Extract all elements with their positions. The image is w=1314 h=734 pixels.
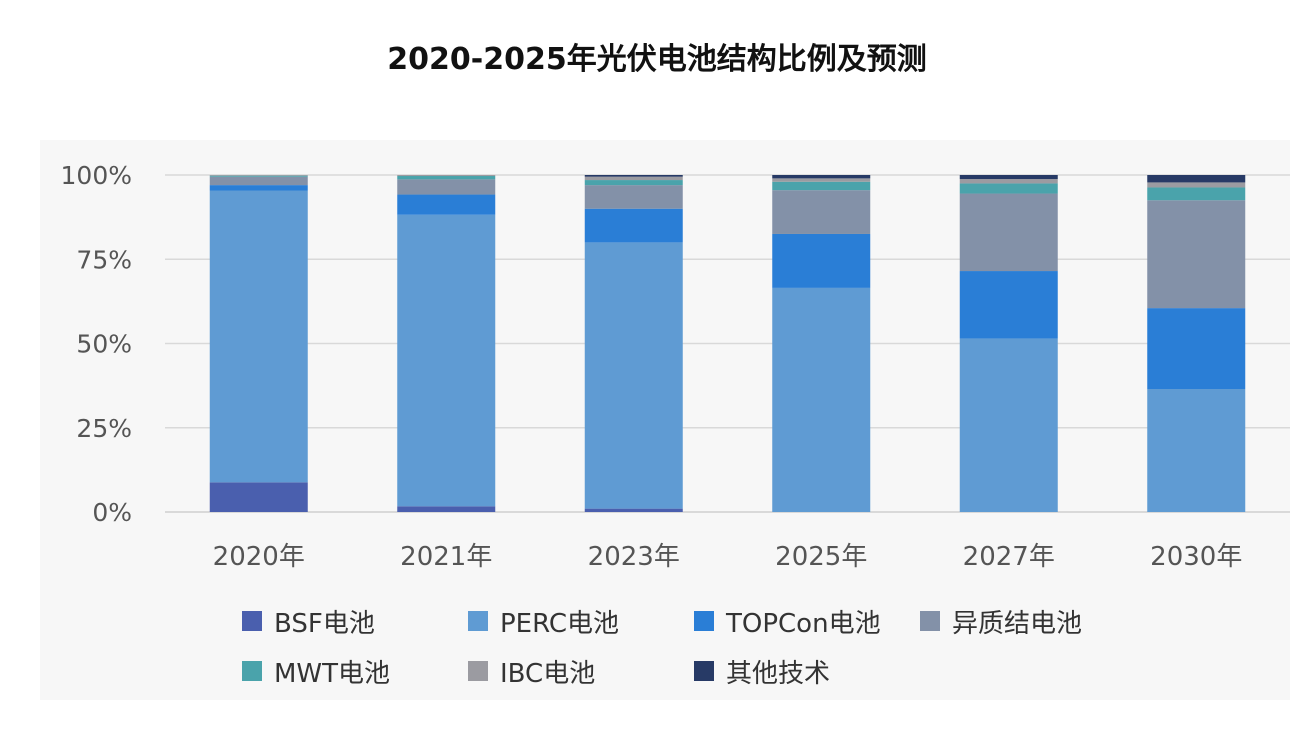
bar-segment (209, 175, 308, 176)
legend-swatch-mwt (242, 661, 262, 681)
bar-segment (772, 181, 871, 191)
legend-item-mwt: MWT电池 (242, 653, 468, 690)
bar-segment (772, 190, 871, 234)
bar-segment (959, 338, 1058, 512)
legend-swatch-bsf (242, 611, 262, 631)
legend-item-ibc: IBC电池 (468, 653, 694, 690)
legend-label-bsf: BSF电池 (274, 608, 375, 639)
y-tick-label: 25% (76, 414, 132, 443)
legend-label-hjt: 异质结电池 (952, 608, 1083, 639)
bar-segment (584, 208, 683, 243)
y-tick-label: 100% (61, 161, 132, 190)
bar-segment (772, 287, 871, 512)
legend-row-1: BSF电池 PERC电池 TOPCon电池 异质结电池 (242, 596, 1162, 646)
bar-segment (209, 482, 308, 512)
bar-segment (209, 175, 308, 177)
bar-segment (1147, 200, 1246, 309)
legend-label-topcon: TOPCon电池 (726, 608, 881, 639)
bar-segment (584, 175, 683, 177)
x-tick-label: 2027年 (963, 542, 1055, 572)
bar-segment (1147, 182, 1246, 188)
bar-segment (584, 180, 683, 186)
y-tick-label: 75% (76, 245, 132, 274)
legend-item-topcon: TOPCon电池 (694, 603, 920, 640)
legend-row-2: MWT电池 IBC电池 其他技术 (242, 646, 1162, 696)
legend-swatch-hjt (920, 611, 940, 631)
legend-label-other: 其他技术 (726, 658, 831, 689)
x-tick-label: 2030年 (1150, 542, 1242, 572)
bar-segment (1147, 388, 1246, 512)
bar-segment (1147, 308, 1246, 389)
bar-segment (959, 271, 1058, 339)
bar-segment (1147, 175, 1246, 183)
bar-segment (772, 178, 871, 182)
bar-segment (397, 214, 496, 507)
y-tick-label: 0% (92, 498, 132, 527)
bar-segment (959, 179, 1058, 184)
bar-segment (959, 175, 1058, 180)
bar-segment (397, 176, 496, 180)
legend-item-hjt: 异质结电池 (920, 603, 1146, 640)
bar-segment (209, 190, 308, 483)
bar-segment (1147, 187, 1246, 201)
bar-segment (959, 193, 1058, 272)
legend-item-other: 其他技术 (694, 653, 920, 690)
legend-swatch-perc (468, 611, 488, 631)
legend-label-perc: PERC电池 (500, 608, 620, 639)
bar-segment (772, 175, 871, 179)
chart-title: 2020-2025年光伏电池结构比例及预测 (387, 42, 927, 77)
legend-swatch-topcon (694, 611, 714, 631)
bar-segment (209, 176, 308, 186)
bar-segment (584, 176, 683, 181)
x-tick-label: 2021年 (400, 542, 492, 572)
y-tick-label: 50% (76, 330, 132, 359)
bar-segment (397, 175, 496, 177)
bar-segment (584, 242, 683, 509)
legend-item-bsf: BSF电池 (242, 603, 468, 640)
bar-segment (397, 179, 496, 195)
bar-segment (959, 183, 1058, 194)
bar-segment (584, 185, 683, 209)
bar-segment (397, 194, 496, 215)
bar-segment (584, 508, 683, 512)
legend-label-mwt: MWT电池 (274, 658, 391, 689)
bar-segment (397, 506, 496, 512)
bar-segment (772, 233, 871, 288)
legend-swatch-other (694, 661, 714, 681)
x-tick-label: 2025年 (775, 542, 867, 572)
x-tick-label: 2023年 (588, 542, 680, 572)
legend: BSF电池 PERC电池 TOPCon电池 异质结电池 MWT电池 IBC电池 … (242, 596, 1162, 696)
legend-swatch-ibc (468, 661, 488, 681)
bar-segment (209, 185, 308, 191)
legend-item-perc: PERC电池 (468, 603, 694, 640)
legend-label-ibc: IBC电池 (500, 658, 596, 689)
x-tick-label: 2020年 (213, 542, 305, 572)
